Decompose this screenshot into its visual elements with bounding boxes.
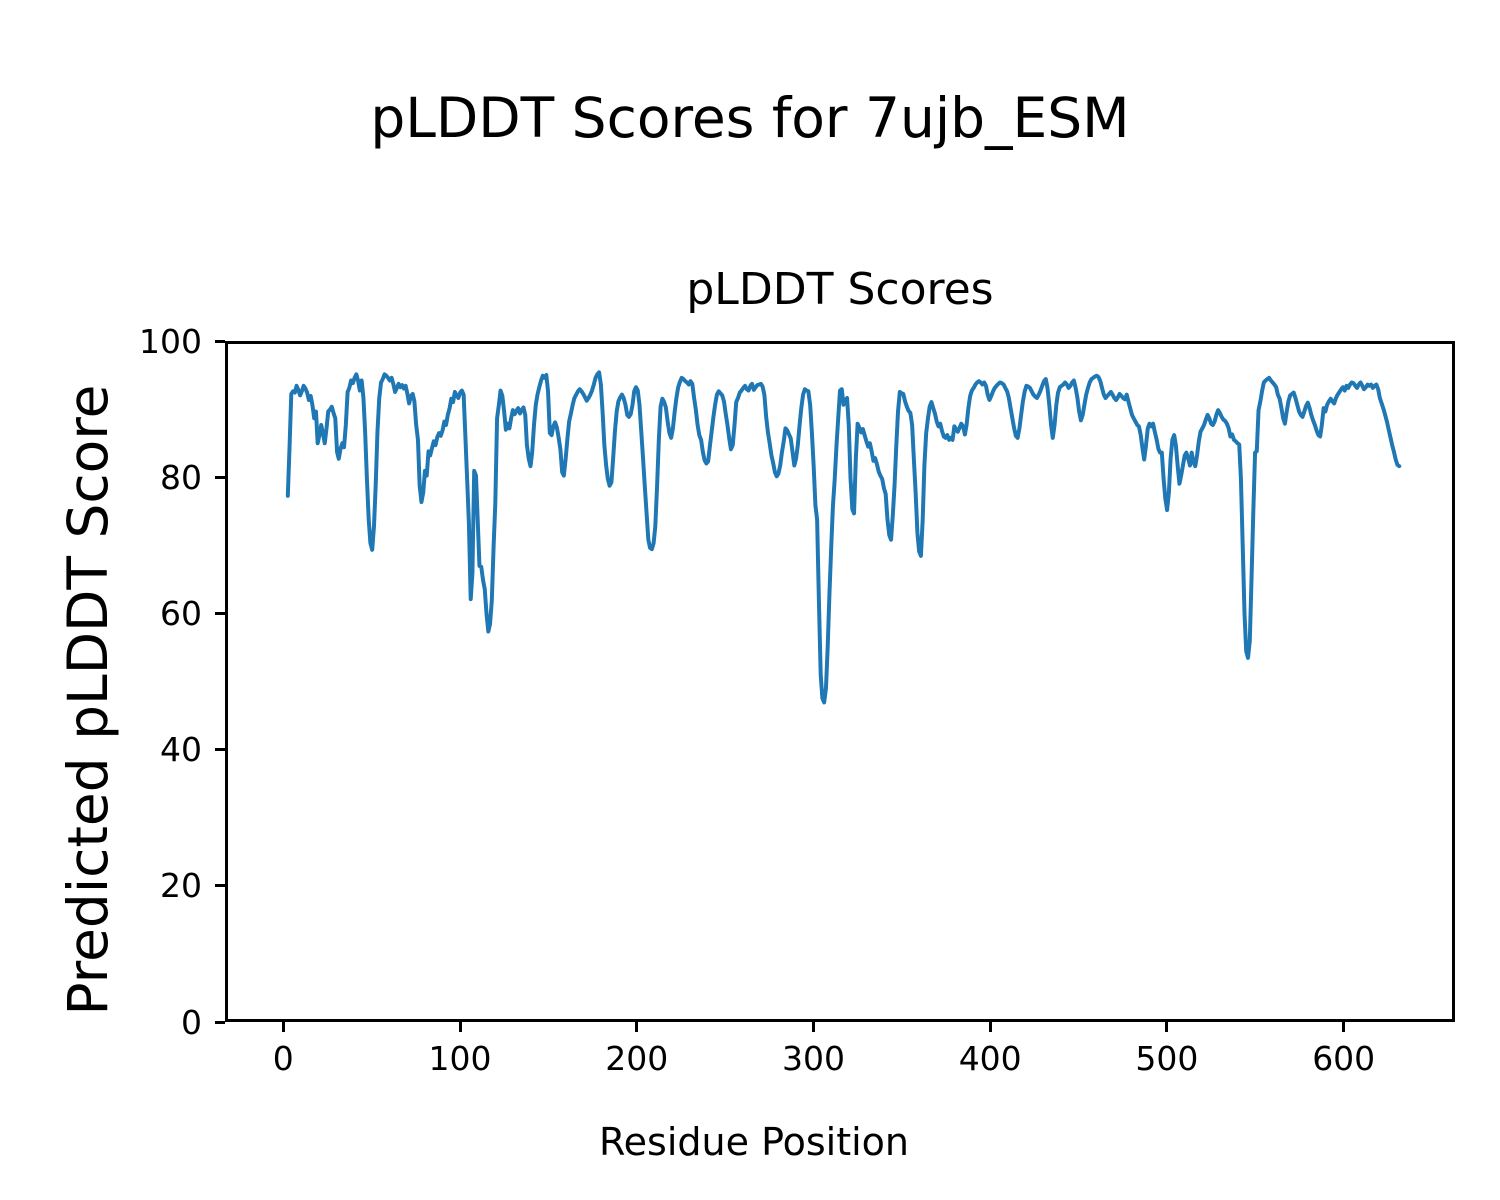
y-tick-mark [215,1020,225,1024]
y-tick-mark [215,339,225,343]
x-tick-mark [812,1022,815,1032]
plot-area [225,341,1455,1022]
x-tick-label: 400 [958,1039,1022,1078]
y-tick-label: 20 [160,866,202,906]
y-tick-label: 100 [139,321,202,361]
figure-title: pLDDT Scores for 7ujb_ESM [370,86,1130,150]
plot-svg [285,370,1402,705]
y-tick-mark [215,475,225,479]
x-tick-label: 600 [1312,1039,1376,1078]
x-tick-mark [988,1022,992,1032]
y-tick-label: 40 [160,730,202,770]
x-tick-mark [635,1022,639,1032]
x-tick-mark [1342,1022,1346,1032]
y-tick-label: 0 [181,1002,202,1042]
x-tick-mark [1165,1022,1169,1032]
axes-title: pLDDT Scores [686,264,994,315]
x-tick-label: 0 [272,1039,294,1078]
y-tick-mark [215,748,225,752]
x-axis-label: Residue Position [598,1120,910,1164]
y-axis-label: Predicted pLDDT Score [55,384,120,1016]
x-tick-label: 100 [428,1039,492,1078]
y-tick-label: 80 [160,457,202,497]
y-tick-mark [215,884,225,888]
x-tick-label: 300 [782,1039,845,1078]
y-tick-label: 60 [160,593,202,633]
x-tick-label: 200 [605,1039,669,1078]
x-tick-mark [281,1022,285,1032]
plddt-line [285,370,1402,705]
y-tick-mark [215,611,225,615]
x-tick-mark [458,1022,462,1032]
x-tick-label: 500 [1135,1039,1199,1078]
